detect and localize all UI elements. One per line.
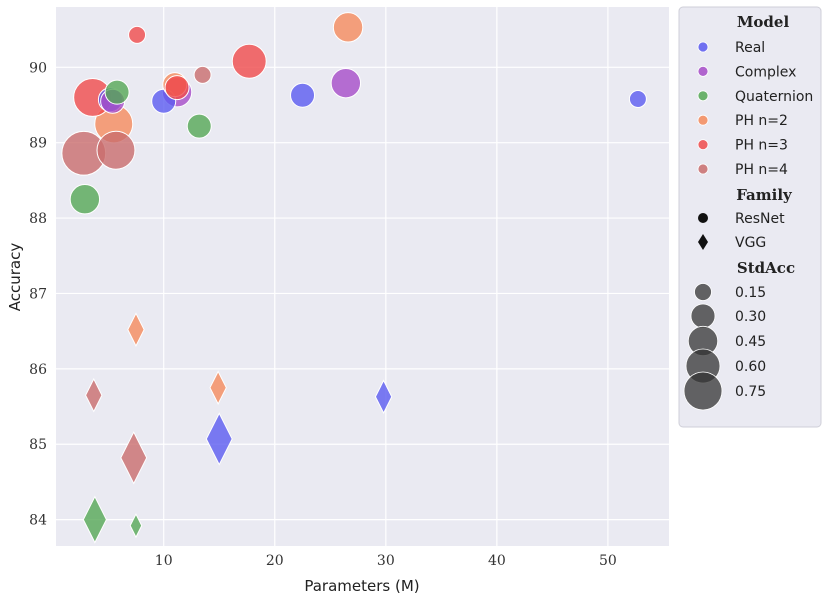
x-tick-label-40: 40 [488,553,506,569]
point-complex-resnet-8 [330,67,362,99]
x-tick-label-50: 50 [599,553,617,569]
legend-model-entries: Real Complex Quaternion PH n=2 PH n=3 PH n=4 [697,40,813,178]
legend-size-marker-0-15 [694,283,712,301]
legend-size-marker-0-75 [683,371,723,411]
legend-marker-complex [697,66,709,77]
legend-box [678,6,822,428]
legend-label-ph-n-2: PH n=2 [735,113,788,129]
legend-size-label-0-75: 0.75 [735,384,766,400]
legend-label-ph-n-4: PH n=4 [735,162,788,178]
legend-label-resnet: ResNet [735,211,785,227]
legend: Model Real Complex Quaternion PH n=2 PH n=3 P… [678,6,822,428]
y-tick-label-86: 86 [29,362,47,378]
legend-marker-resnet [698,213,708,223]
point-real-vgg-1 [205,412,233,466]
legend-label-real: Real [735,40,765,56]
y-axis-label: Accuracy [6,243,24,312]
y-tick-label-87: 87 [29,286,47,302]
point-real-resnet-24 [628,89,647,108]
y-tick-labels: 84 85 86 87 88 89 90 [29,60,47,528]
point-quaternion-resnet-18 [186,113,212,139]
point-quaternion-resnet-17 [104,79,130,105]
point-ph-n-3-resnet-22 [164,75,190,101]
x-tick-label-20: 20 [266,553,284,569]
point-ph-n-3-resnet-7 [231,43,267,79]
legend-size-label-0-60: 0.60 [735,359,766,375]
point-ph-n-4-vgg-23 [85,377,103,413]
legend-size-marker-0-30 [690,303,716,329]
y-tick-label-85: 85 [29,437,47,453]
legend-size-label-0-15: 0.15 [735,285,766,301]
point-quaternion-vgg-25 [129,513,143,539]
y-tick-label-88: 88 [29,211,47,227]
y-tick-label-84: 84 [29,513,47,529]
legend-label-vgg: VGG [735,235,766,251]
legend-size-entries: 0.15 0.30 0.45 0.60 0.75 [683,283,766,411]
data-points [61,12,647,544]
point-real-resnet-13 [290,82,316,108]
y-tick-label-90: 90 [29,60,47,76]
legend-title-family: Family [736,186,793,204]
legend-label-ph-n-3: PH n=3 [735,138,788,154]
legend-marker-quaternion [697,90,709,102]
legend-marker-ph-n-4 [697,163,709,175]
point-ph-n-4-vgg-5 [120,431,148,485]
grid-lines [56,7,669,546]
legend-marker-vgg [698,234,708,250]
legend-label-quaternion: Quaternion [735,89,813,105]
point-real-vgg-15 [374,379,393,415]
x-tick-label-30: 30 [377,553,395,569]
point-quaternion-resnet-10 [69,184,101,215]
point-ph-n-2-resnet-11 [332,12,364,43]
legend-title-stdacc: StdAcc [737,259,795,277]
legend-size-label-0-30: 0.30 [735,309,766,325]
y-tick-label-89: 89 [29,136,47,152]
x-axis-label: Parameters (M) [304,577,419,595]
legend-label-complex: Complex [735,64,796,80]
legend-size-label-0-45: 0.45 [735,334,766,350]
x-tick-labels: 10 20 30 40 50 [155,553,617,569]
point-ph-n-2-vgg-21 [209,370,227,406]
legend-title-model: Model [737,13,790,31]
plot-background [56,7,669,546]
legend-family-entries: ResNet VGG [698,211,785,251]
point-ph-n-4-resnet-4 [96,130,136,170]
legend-marker-ph-n-3 [697,139,709,151]
point-ph-n-3-resnet-26 [128,25,147,44]
legend-marker-ph-n-2 [697,114,709,126]
legend-marker-real [697,41,709,53]
point-ph-n-2-vgg-20 [127,312,145,347]
point-quaternion-vgg-6 [82,495,107,544]
x-tick-label-10: 10 [155,553,173,569]
point-ph-n-4-resnet-27 [193,65,212,84]
